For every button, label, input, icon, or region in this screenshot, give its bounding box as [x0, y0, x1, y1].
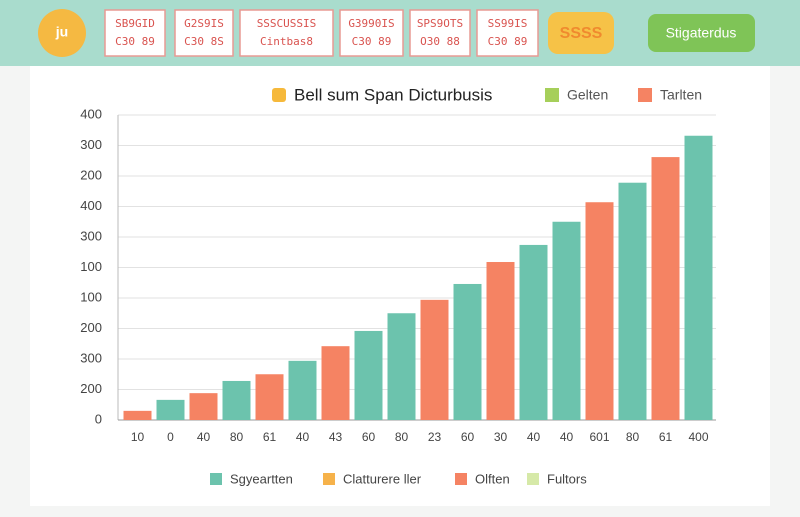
bar — [156, 399, 185, 420]
badge-line: G2S9IS — [184, 17, 224, 30]
x-tick-label: 23 — [428, 430, 442, 444]
bar — [123, 410, 152, 420]
bar — [585, 202, 614, 420]
x-tick-label: 80 — [395, 430, 409, 444]
bar — [354, 330, 383, 420]
button[interactable] — [648, 14, 755, 52]
legend-swatch — [323, 473, 335, 485]
y-tick-label: 400 — [80, 106, 102, 121]
legend-label: Clatturere ller — [343, 471, 422, 486]
legend-label: Gelten — [567, 87, 608, 103]
bar — [618, 182, 647, 420]
badge — [104, 9, 166, 57]
y-tick-label: 300 — [80, 228, 102, 243]
bar — [255, 374, 284, 420]
x-tick-label: 30 — [494, 430, 508, 444]
bar — [189, 393, 218, 420]
badge-line: SPS9OTS — [417, 17, 463, 30]
legend-swatch — [545, 88, 559, 102]
bar — [222, 380, 251, 420]
y-tick-label: 200 — [80, 381, 102, 396]
legend-swatch — [638, 88, 652, 102]
x-tick-label: 60 — [362, 430, 376, 444]
badge — [174, 9, 234, 57]
badge — [239, 9, 334, 57]
y-tick-label: 300 — [80, 350, 102, 365]
badge-line: C30 89 — [115, 35, 155, 48]
bar — [288, 360, 317, 420]
y-tick-label: 400 — [80, 198, 102, 213]
y-tick-label: 200 — [80, 320, 102, 335]
x-tick-label: 61 — [659, 430, 673, 444]
legend-swatch — [455, 473, 467, 485]
badge-line: C30 89 — [352, 35, 392, 48]
badge-line: Cintbas8 — [260, 35, 313, 48]
badge — [409, 9, 471, 57]
x-tick-label: 0 — [167, 430, 174, 444]
bar — [684, 135, 713, 421]
x-tick-label: 80 — [626, 430, 640, 444]
x-tick-label: 43 — [329, 430, 343, 444]
legend-label: Olften — [475, 471, 510, 486]
x-tick-label: 40 — [197, 430, 211, 444]
app-icon-text: ju — [55, 24, 68, 40]
badge-line: C30 89 — [488, 35, 528, 48]
legend-swatch — [210, 473, 222, 485]
legend-swatch — [527, 473, 539, 485]
chart-card — [30, 66, 770, 506]
bar — [651, 157, 680, 420]
bar — [519, 244, 548, 420]
x-tick-label: 60 — [461, 430, 475, 444]
badge-line: C30 8S — [184, 35, 224, 48]
x-tick-label: 10 — [131, 430, 145, 444]
y-tick-label: 300 — [80, 137, 102, 152]
y-tick-label: 100 — [80, 259, 102, 274]
title-marker — [272, 88, 286, 102]
badge — [339, 9, 404, 57]
badge-line: SB9GID — [115, 17, 155, 30]
x-tick-label: 80 — [230, 430, 244, 444]
bar — [486, 262, 515, 420]
badge-line: SS99IS — [488, 17, 528, 30]
badge-line: SSSCUSSIS — [257, 17, 317, 30]
x-tick-label: 61 — [263, 430, 277, 444]
badge-line: G3990IS — [348, 17, 394, 30]
button-text: Stigaterdus — [666, 25, 737, 41]
tag-text: SSSS — [560, 25, 603, 42]
bar — [453, 283, 482, 420]
badge-line: O30 88 — [420, 35, 460, 48]
legend-label: Sgyeartten — [230, 471, 293, 486]
bar — [420, 299, 449, 420]
y-tick-label: 100 — [80, 289, 102, 304]
y-tick-label: 0 — [95, 411, 102, 426]
chart-title: Bell sum Span Dicturbusis — [294, 85, 492, 104]
app-icon[interactable] — [38, 9, 86, 57]
badge — [476, 9, 539, 57]
bar — [552, 221, 581, 420]
y-tick-label: 200 — [80, 167, 102, 182]
bar — [387, 313, 416, 420]
x-tick-label: 601 — [589, 430, 609, 444]
x-tick-label: 40 — [296, 430, 310, 444]
tag — [548, 12, 614, 54]
legend-label: Fultors — [547, 471, 587, 486]
x-tick-label: 400 — [688, 430, 708, 444]
x-tick-label: 40 — [560, 430, 574, 444]
legend-label: Tarlten — [660, 87, 702, 103]
x-tick-label: 40 — [527, 430, 541, 444]
bar — [321, 346, 350, 420]
